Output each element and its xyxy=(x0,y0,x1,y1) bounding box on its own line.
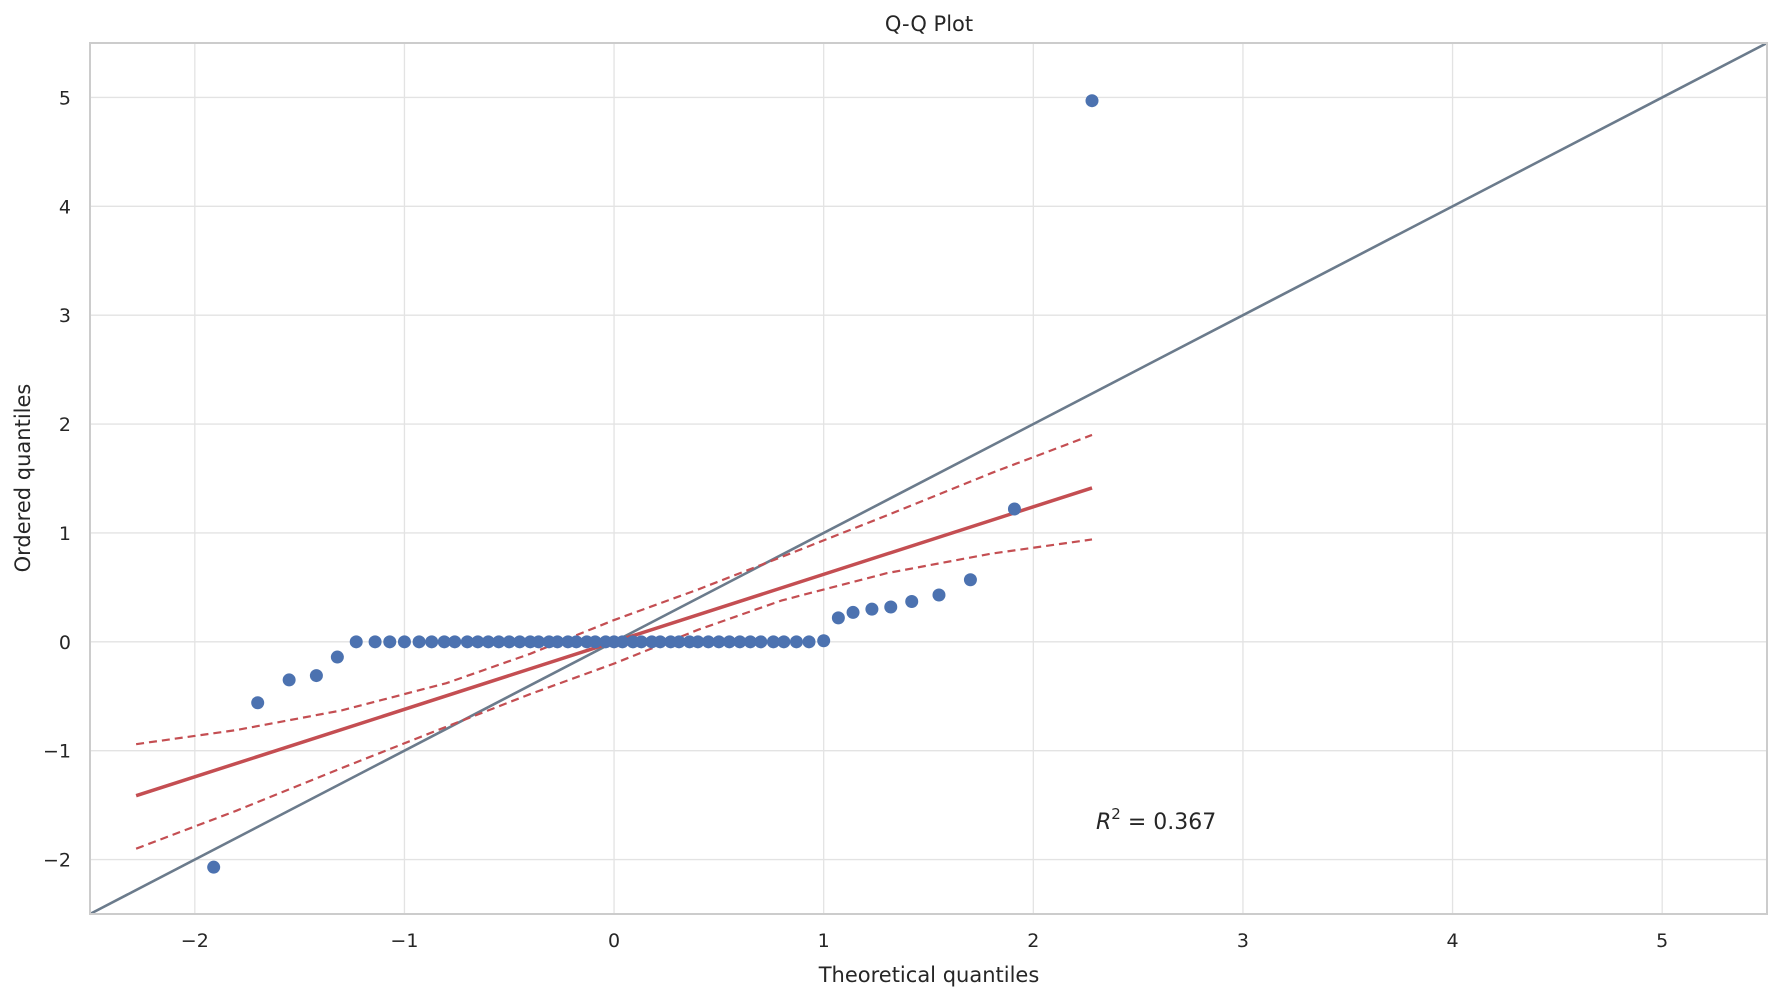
r-squared-superscript: 2 xyxy=(1111,805,1121,823)
y-tick-label: 4 xyxy=(59,196,71,218)
grid-lines xyxy=(90,43,1767,914)
chart-title: Q-Q Plot xyxy=(885,12,973,36)
y-tick-label: 3 xyxy=(59,305,71,327)
x-tick-label: −1 xyxy=(390,930,418,952)
data-point xyxy=(672,635,686,649)
y-tick-labels: −2 −1 0 1 2 3 4 5 xyxy=(43,87,71,871)
data-point xyxy=(701,635,715,649)
r-squared-value: = 0.367 xyxy=(1121,810,1216,835)
data-point xyxy=(754,635,768,649)
data-point xyxy=(588,635,602,649)
x-tick-label: 4 xyxy=(1447,930,1459,952)
x-tick-label: 0 xyxy=(608,930,620,952)
data-point xyxy=(615,635,629,649)
reference-line xyxy=(89,41,1768,916)
y-tick-label: −1 xyxy=(43,741,71,763)
x-tick-label: −2 xyxy=(181,930,209,952)
data-point xyxy=(437,635,451,649)
confidence-band-upper xyxy=(135,433,1093,746)
data-point xyxy=(251,696,265,710)
data-point xyxy=(532,635,546,649)
data-point xyxy=(634,635,648,649)
data-point xyxy=(513,635,527,649)
data-point xyxy=(282,673,296,687)
y-axis-label: Ordered quantiles xyxy=(11,384,35,573)
data-point xyxy=(330,650,344,664)
x-tick-label: 2 xyxy=(1027,930,1039,952)
data-point xyxy=(550,635,564,649)
r-squared-symbol: R xyxy=(1096,810,1111,835)
data-point xyxy=(349,635,363,649)
data-point xyxy=(884,600,898,614)
data-points xyxy=(207,94,1099,874)
confidence-band-lower xyxy=(135,538,1093,850)
data-point xyxy=(691,635,705,649)
data-point xyxy=(932,588,946,602)
data-point xyxy=(425,635,439,649)
x-axis-label: Theoretical quantiles xyxy=(818,963,1040,987)
data-point xyxy=(865,602,879,616)
data-point xyxy=(817,634,831,648)
y-tick-label: 2 xyxy=(59,414,71,436)
data-point xyxy=(448,635,462,649)
data-point xyxy=(309,669,323,683)
plot-lines xyxy=(89,41,1768,916)
data-point xyxy=(481,635,495,649)
r-squared-annotation: R2 = 0.367 xyxy=(1096,805,1216,835)
data-point xyxy=(397,635,411,649)
data-point xyxy=(846,605,860,619)
data-point xyxy=(207,860,221,874)
y-tick-label: 0 xyxy=(59,632,71,654)
y-tick-label: −2 xyxy=(43,850,71,872)
data-point xyxy=(963,573,977,587)
plot-frame xyxy=(89,42,1768,915)
data-point xyxy=(502,635,516,649)
data-point xyxy=(831,611,845,625)
x-tick-labels: −2 −1 0 1 2 3 4 5 xyxy=(181,930,1668,952)
data-point xyxy=(712,635,726,649)
data-point xyxy=(471,635,485,649)
x-tick-label: 5 xyxy=(1656,930,1668,952)
data-point xyxy=(905,595,919,609)
data-point xyxy=(368,635,382,649)
data-point xyxy=(802,635,816,649)
y-tick-label: 5 xyxy=(59,87,71,109)
data-point xyxy=(569,635,583,649)
data-point xyxy=(653,635,667,649)
data-point xyxy=(1007,502,1021,516)
x-tick-label: 1 xyxy=(818,930,830,952)
data-point xyxy=(777,635,791,649)
data-point xyxy=(722,635,736,649)
y-tick-label: 1 xyxy=(59,523,71,545)
data-point xyxy=(383,635,397,649)
x-tick-label: 3 xyxy=(1237,930,1249,952)
data-point xyxy=(460,635,474,649)
data-point xyxy=(789,635,803,649)
data-point xyxy=(1085,94,1099,108)
data-point xyxy=(766,635,780,649)
data-point xyxy=(492,635,506,649)
data-point xyxy=(733,635,747,649)
data-point xyxy=(743,635,757,649)
data-point xyxy=(412,635,426,649)
